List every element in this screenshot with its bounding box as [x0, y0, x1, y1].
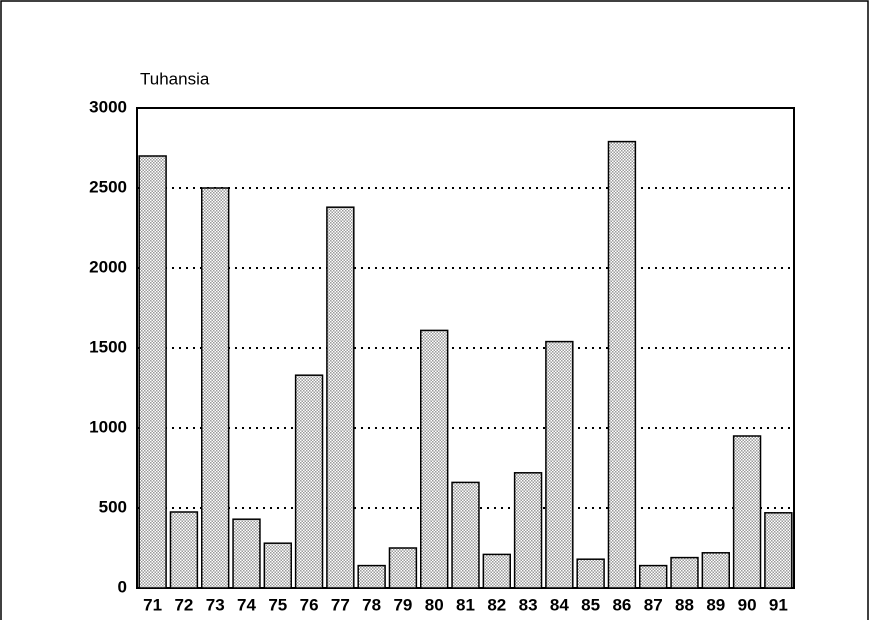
x-tick-label: 76	[300, 595, 319, 614]
bar	[420, 329, 449, 589]
bar	[607, 140, 637, 589]
bar	[701, 552, 730, 589]
bar	[732, 435, 762, 589]
x-tick-label: 72	[174, 595, 193, 614]
bar	[357, 564, 386, 589]
bar	[263, 542, 292, 589]
bar	[513, 472, 543, 589]
x-tick-label: 90	[738, 595, 757, 614]
y-tick-label: 2500	[89, 177, 127, 196]
bar	[576, 558, 605, 589]
y-tick-label: 3000	[89, 97, 127, 116]
y-tick-label: 0	[118, 577, 127, 596]
bar	[326, 206, 355, 589]
x-tick-label: 86	[612, 595, 631, 614]
x-tick-label: 84	[550, 595, 569, 614]
x-tick-label: 78	[362, 595, 381, 614]
y-tick-label: 1000	[89, 417, 127, 436]
x-tick-label: 83	[519, 595, 538, 614]
x-tick-label: 77	[331, 595, 350, 614]
bar	[639, 564, 668, 589]
x-tick-label: 91	[769, 595, 788, 614]
x-tick-label: 87	[644, 595, 663, 614]
bar	[545, 340, 574, 589]
bar	[764, 512, 793, 589]
bar	[670, 556, 699, 589]
x-tick-label: 74	[237, 595, 256, 614]
bar	[388, 547, 418, 589]
x-tick-label: 81	[456, 595, 475, 614]
x-tick-label: 85	[581, 595, 600, 614]
x-tick-label: 75	[268, 595, 287, 614]
x-tick-label: 80	[425, 595, 444, 614]
bar	[294, 374, 324, 589]
bar	[201, 187, 230, 589]
x-tick-label: 89	[706, 595, 725, 614]
y-tick-label: 1500	[89, 337, 127, 356]
x-tick-label: 73	[206, 595, 225, 614]
bar	[482, 553, 511, 589]
x-tick-label: 88	[675, 595, 694, 614]
y-tick-label: 2000	[89, 257, 127, 276]
y-tick-label: 500	[99, 497, 127, 516]
x-tick-label: 82	[487, 595, 506, 614]
bar	[169, 511, 199, 589]
x-tick-label: 79	[393, 595, 412, 614]
bar	[138, 155, 167, 589]
x-tick-label: 71	[143, 595, 162, 614]
bar	[451, 481, 480, 589]
bar	[232, 518, 261, 589]
y-axis-label: Tuhansia	[140, 69, 210, 88]
